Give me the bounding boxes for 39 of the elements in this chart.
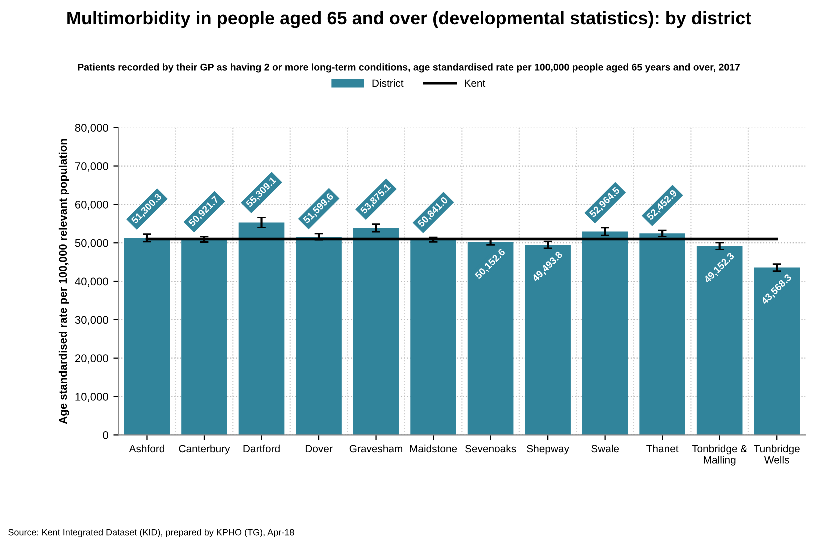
x-tick-label: Shepway <box>527 444 570 455</box>
bar <box>238 222 285 436</box>
legend-label: District <box>372 79 404 88</box>
chart-subtitle: Patients recorded by their GP as having 2 or more long-term conditions, age standardised rate per 100,000 people aged 65 years and over, 2017 <box>78 64 740 73</box>
source-note: Source: Kent Integrated Dataset (KID), prepared by KPHO (TG), Apr-18 <box>8 529 294 538</box>
bar <box>468 242 514 436</box>
bar <box>640 234 686 436</box>
y-axis-title: Age standardised rate per 100,000 relevant population <box>58 139 70 424</box>
x-tick-label: Dartford <box>244 444 280 453</box>
x-tick-label: Swale <box>592 444 620 453</box>
bar <box>182 240 228 436</box>
x-tick-label: Tonbridge & Malling <box>692 444 748 466</box>
bar <box>754 268 800 436</box>
x-tick-label: Sevenoaks <box>466 444 516 453</box>
x-tick-label: Dover <box>306 445 333 453</box>
y-tick-label: 0 <box>103 431 108 440</box>
x-tick-label: Gravesham <box>350 444 403 453</box>
bar <box>410 240 456 436</box>
bar <box>124 238 170 436</box>
x-tick-label: Ashford <box>129 444 165 453</box>
bar <box>582 232 628 436</box>
y-tick-label: 10,000 <box>76 393 108 402</box>
chart-title: Multimorbidity in people aged 65 and over (developmental statistics): by district <box>68 11 752 28</box>
y-tick-label: 20,000 <box>75 354 108 364</box>
bar <box>525 245 571 436</box>
x-tick-label: Tunbridge Wells <box>754 444 800 464</box>
y-tick-label: 30,000 <box>75 316 108 326</box>
y-tick-label: 40,000 <box>75 278 108 287</box>
y-tick-label: 80,000 <box>75 124 108 134</box>
bar <box>296 236 342 436</box>
x-tick-label: Maidstone <box>410 444 458 453</box>
y-tick-label: 60,000 <box>75 200 108 210</box>
bar <box>696 246 743 436</box>
y-tick-label: 50,000 <box>75 239 108 249</box>
bar <box>353 228 400 436</box>
x-tick-label: Canterbury <box>179 444 230 455</box>
y-tick-label: 70,000 <box>75 162 108 172</box>
x-tick-label: Thanet <box>646 444 679 453</box>
legend-label: Kent <box>465 80 486 88</box>
